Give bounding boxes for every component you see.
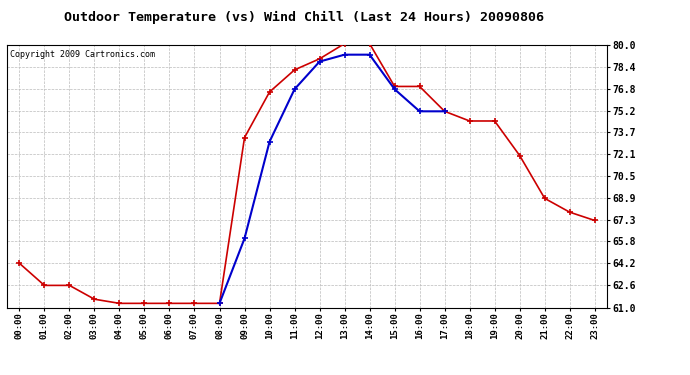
Text: Outdoor Temperature (vs) Wind Chill (Last 24 Hours) 20090806: Outdoor Temperature (vs) Wind Chill (Las… — [63, 11, 544, 24]
Text: Copyright 2009 Cartronics.com: Copyright 2009 Cartronics.com — [10, 50, 155, 59]
